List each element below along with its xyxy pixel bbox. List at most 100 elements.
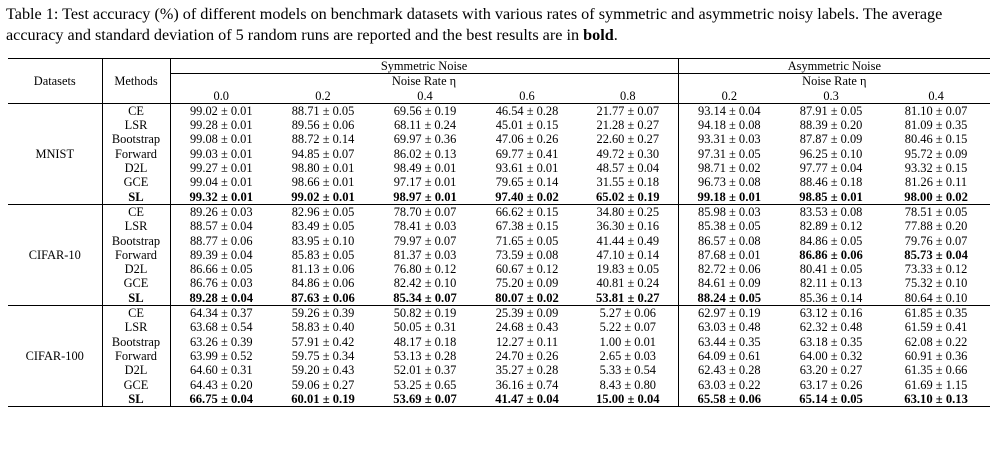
value-cell: 87.87 ± 0.09 bbox=[799, 132, 863, 147]
value-cell: 64.43 ± 0.20 bbox=[189, 377, 253, 392]
value-cell: 78.51 ± 0.05 bbox=[904, 204, 968, 219]
value-cell: 61.69 ± 1.15 bbox=[904, 377, 968, 392]
table-row: Forward 99.03 ± 0.01 94.85 ± 0.07 86.02 ± 0… bbox=[8, 146, 990, 162]
value-cell: 48.17 ± 0.18 bbox=[393, 334, 457, 349]
table-row: Bootstrap 99.08 ± 0.01 88.72 ± 0.14 69.97 ±… bbox=[8, 132, 990, 147]
value-cell: 62.97 ± 0.19 bbox=[698, 306, 761, 321]
value-cell: 86.57 ± 0.08 bbox=[698, 233, 761, 248]
value-cell: 63.26 ± 0.39 bbox=[189, 334, 253, 349]
method-cell: Forward bbox=[102, 146, 171, 162]
value-cell: 98.66 ± 0.01 bbox=[291, 175, 355, 190]
value-cell: 77.88 ± 0.20 bbox=[904, 219, 968, 234]
value-cell: 71.65 ± 0.05 bbox=[495, 233, 559, 248]
value-cell: 98.80 ± 0.01 bbox=[291, 161, 355, 176]
value-cell: 61.59 ± 0.41 bbox=[904, 320, 968, 335]
method-cell: GCE bbox=[102, 276, 171, 291]
value-cell: 63.12 ± 0.16 bbox=[799, 306, 863, 321]
value-cell: 99.18 ± 0.01 bbox=[697, 189, 762, 204]
table-caption: Table 1: Test accuracy (%) of different … bbox=[6, 4, 990, 46]
value-cell: 79.97 ± 0.07 bbox=[393, 233, 457, 248]
value-cell: 79.65 ± 0.14 bbox=[495, 175, 559, 190]
method-cell: SL bbox=[102, 290, 171, 306]
table-row: SL 89.28 ± 0.04 87.63 ± 0.06 85.34 ± 0.07 80… bbox=[8, 290, 990, 306]
value-cell: 35.27 ± 0.28 bbox=[495, 363, 559, 378]
value-cell: 84.86 ± 0.06 bbox=[291, 276, 355, 291]
value-cell: 12.27 ± 0.11 bbox=[495, 334, 559, 349]
value-cell: 81.26 ± 0.11 bbox=[905, 175, 968, 190]
sym-rate-header: 0.2 bbox=[315, 88, 331, 103]
value-cell: 99.04 ± 0.01 bbox=[189, 175, 253, 190]
value-cell: 86.86 ± 0.06 bbox=[799, 247, 863, 262]
asymmetric-noise-header: Asymmetric Noise bbox=[678, 58, 991, 75]
sym-rate-header: 0.8 bbox=[578, 88, 679, 104]
value-cell: 53.13 ± 0.28 bbox=[393, 348, 457, 363]
value-cell: 68.11 ± 0.24 bbox=[393, 118, 457, 133]
value-cell: 19.83 ± 0.05 bbox=[578, 262, 679, 277]
table-row: SL 66.75 ± 0.04 60.01 ± 0.19 53.69 ± 0.07 41… bbox=[8, 391, 991, 407]
value-cell: 63.03 ± 0.22 bbox=[698, 377, 761, 392]
value-cell: 82.89 ± 0.12 bbox=[799, 219, 863, 234]
results-table: Datasets Methods Symmetric Noise Asymmet… bbox=[8, 58, 991, 407]
value-cell: 36.16 ± 0.74 bbox=[495, 377, 559, 392]
value-cell: 64.34 ± 0.37 bbox=[189, 306, 253, 321]
value-cell: 80.46 ± 0.15 bbox=[904, 132, 968, 147]
table-row: CIFAR-10 CE 89.26 ± 0.03 82.96 ± 0.05 78.70 … bbox=[8, 204, 991, 306]
method-cell: LSR bbox=[102, 219, 171, 234]
value-cell: 5.22 ± 0.07 bbox=[578, 320, 679, 335]
value-cell: 69.97 ± 0.36 bbox=[393, 132, 457, 147]
value-cell: 97.40 ± 0.02 bbox=[495, 189, 559, 204]
value-cell: 65.58 ± 0.06 bbox=[697, 391, 762, 406]
value-cell: 93.14 ± 0.04 bbox=[698, 103, 761, 118]
value-cell: 99.02 ± 0.01 bbox=[189, 103, 253, 118]
datasets-header: Datasets bbox=[8, 58, 103, 104]
value-cell: 93.32 ± 0.15 bbox=[904, 161, 968, 176]
value-cell: 53.69 ± 0.07 bbox=[393, 391, 457, 406]
value-cell: 69.77 ± 0.41 bbox=[495, 146, 559, 161]
value-cell: 59.20 ± 0.43 bbox=[291, 363, 355, 378]
value-cell: 83.53 ± 0.08 bbox=[799, 204, 863, 219]
value-cell: 93.61 ± 0.01 bbox=[495, 161, 559, 176]
value-cell: 89.39 ± 0.04 bbox=[189, 247, 253, 262]
value-cell: 88.46 ± 0.18 bbox=[799, 175, 863, 190]
value-cell: 58.83 ± 0.40 bbox=[291, 320, 355, 335]
value-cell: 83.95 ± 0.10 bbox=[291, 233, 355, 248]
value-cell: 5.27 ± 0.06 bbox=[578, 305, 679, 321]
table-row: D2L 99.27 ± 0.01 98.80 ± 0.01 98.49 ± 0.01 9… bbox=[8, 161, 990, 176]
value-cell: 82.72 ± 0.06 bbox=[698, 262, 761, 277]
value-cell: 24.68 ± 0.43 bbox=[495, 320, 559, 335]
value-cell: 25.39 ± 0.09 bbox=[495, 306, 559, 321]
table-row: Bootstrap 63.26 ± 0.39 57.91 ± 0.42 48.17 ±… bbox=[8, 334, 990, 349]
value-cell: 40.81 ± 0.24 bbox=[578, 276, 679, 291]
value-cell: 85.83 ± 0.05 bbox=[291, 247, 355, 262]
value-cell: 82.11 ± 0.13 bbox=[800, 276, 863, 291]
value-cell: 31.55 ± 0.18 bbox=[578, 175, 679, 190]
value-cell: 76.80 ± 0.12 bbox=[393, 262, 457, 277]
value-cell: 75.32 ± 0.10 bbox=[904, 276, 968, 291]
value-cell: 64.00 ± 0.32 bbox=[799, 348, 863, 363]
value-cell: 59.26 ± 0.39 bbox=[291, 306, 355, 321]
value-cell: 99.08 ± 0.01 bbox=[189, 132, 253, 147]
value-cell: 87.91 ± 0.05 bbox=[799, 103, 863, 118]
asym-rate-header: 0.4 bbox=[928, 88, 944, 103]
value-cell: 53.81 ± 0.27 bbox=[578, 290, 679, 306]
value-cell: 83.49 ± 0.05 bbox=[291, 219, 355, 234]
value-cell: 79.76 ± 0.07 bbox=[904, 233, 968, 248]
value-cell: 98.71 ± 0.02 bbox=[698, 161, 761, 176]
value-cell: 50.05 ± 0.31 bbox=[393, 320, 457, 335]
value-cell: 97.31 ± 0.05 bbox=[698, 146, 761, 161]
table-row: GCE 64.43 ± 0.20 59.06 ± 0.27 53.25 ± 0.65 3… bbox=[8, 377, 990, 392]
value-cell: 36.30 ± 0.16 bbox=[578, 219, 679, 234]
table-row: D2L 64.60 ± 0.31 59.20 ± 0.43 52.01 ± 0.37 3… bbox=[8, 363, 990, 378]
value-cell: 85.73 ± 0.04 bbox=[904, 247, 968, 262]
value-cell: 64.60 ± 0.31 bbox=[189, 363, 253, 378]
value-cell: 98.85 ± 0.01 bbox=[799, 189, 863, 204]
value-cell: 69.56 ± 0.19 bbox=[393, 103, 457, 118]
value-cell: 63.20 ± 0.27 bbox=[799, 363, 863, 378]
method-cell: LSR bbox=[102, 320, 171, 335]
value-cell: 5.33 ± 0.54 bbox=[578, 363, 679, 378]
value-cell: 96.73 ± 0.08 bbox=[698, 175, 761, 190]
method-cell: Bootstrap bbox=[102, 334, 171, 349]
value-cell: 89.56 ± 0.06 bbox=[291, 118, 355, 133]
method-cell: Bootstrap bbox=[102, 233, 171, 248]
value-cell: 94.18 ± 0.08 bbox=[698, 118, 761, 133]
